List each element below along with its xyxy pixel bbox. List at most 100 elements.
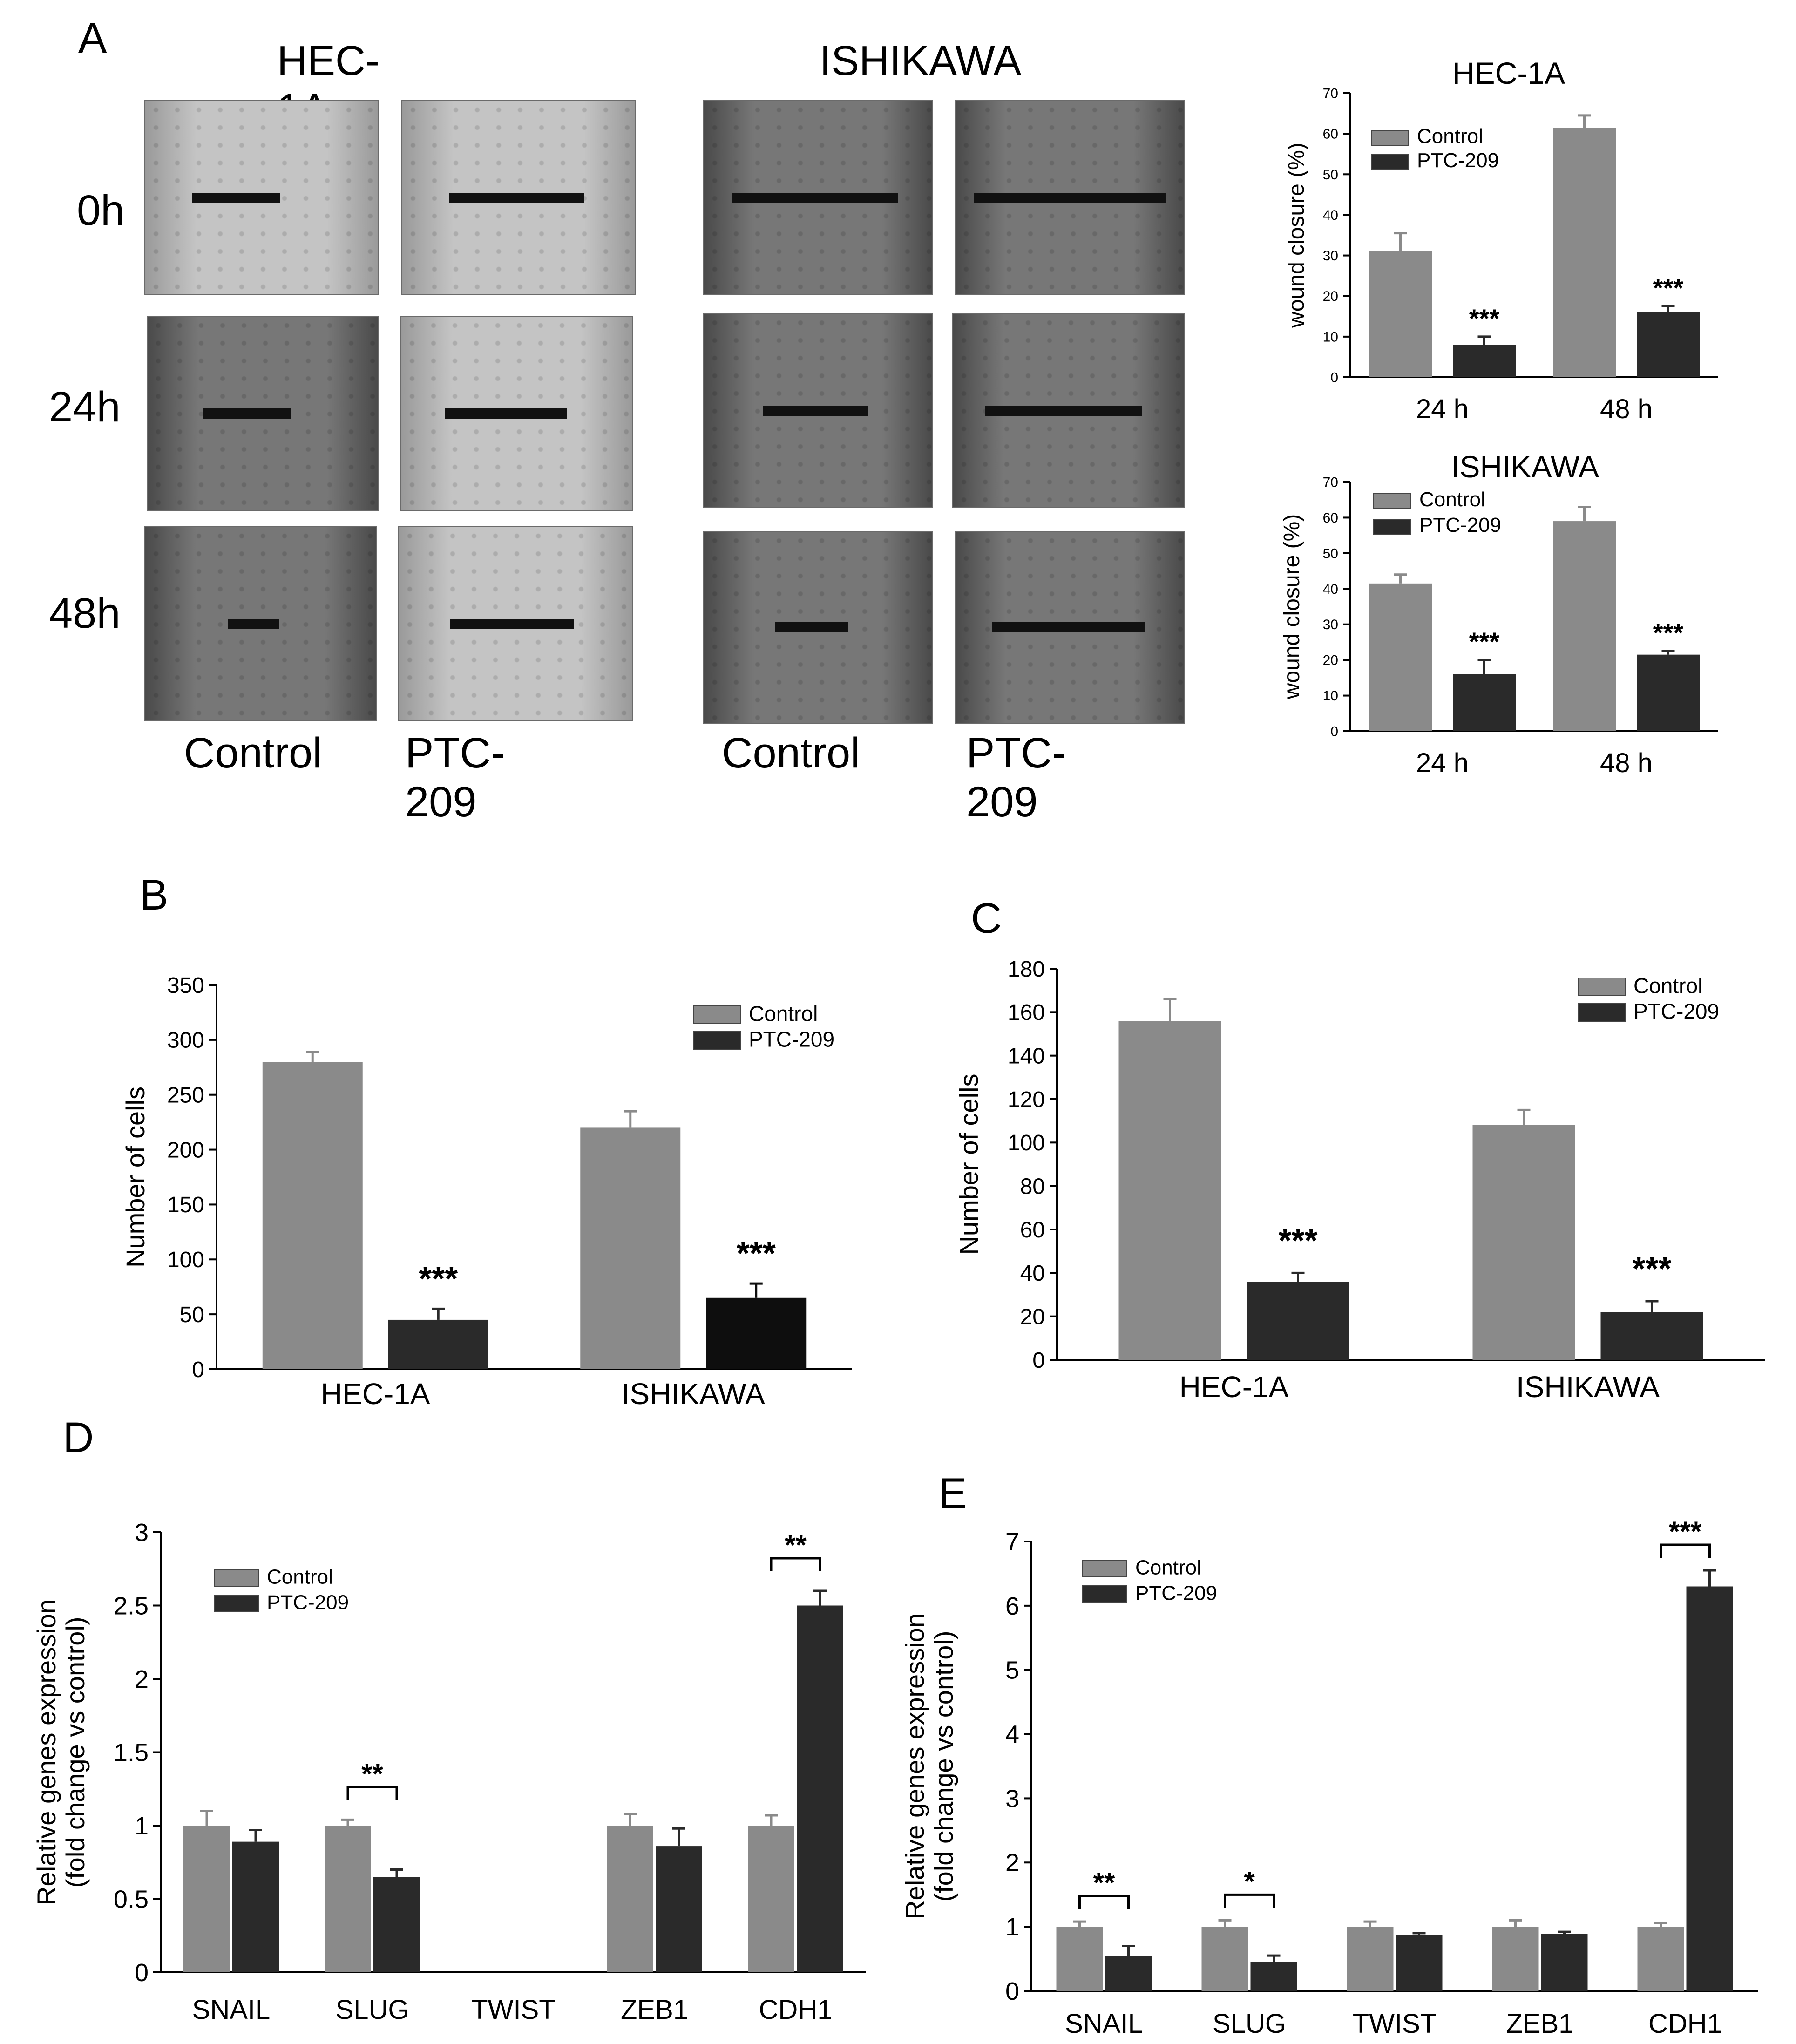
wound-gap-line bbox=[974, 192, 1166, 203]
legend-swatch-control bbox=[1082, 1560, 1127, 1577]
y-tick-label: 3 bbox=[1005, 1785, 1019, 1813]
wound-gap-line bbox=[992, 622, 1145, 632]
significance-label: ** bbox=[785, 1529, 807, 1561]
y-tick-label: 2.5 bbox=[114, 1592, 149, 1620]
legend-label-control: Control bbox=[267, 1566, 333, 1589]
significance-bracket bbox=[770, 1557, 821, 1571]
bar-control-zeb1 bbox=[607, 1826, 653, 1972]
legend-swatch-ptc-209 bbox=[1373, 519, 1411, 535]
bar-control-snail bbox=[1056, 1927, 1103, 1991]
legend-swatch-control bbox=[214, 1569, 259, 1587]
y-tick-label: 6 bbox=[1005, 1592, 1019, 1620]
y-tick-label: 150 bbox=[167, 1193, 204, 1217]
wound-gap-line bbox=[192, 192, 280, 203]
legend-label-ptc-209: PTC-209 bbox=[267, 1591, 349, 1614]
x-category-label: ZEB1 bbox=[621, 1995, 688, 2025]
x-category-label: TWIST bbox=[471, 1995, 555, 2025]
y-tick-label: 350 bbox=[167, 973, 204, 998]
micrograph-label-hec1a-control: Control bbox=[184, 729, 322, 777]
y-tick-label: 50 bbox=[180, 1303, 204, 1327]
bar-control-48h bbox=[1553, 128, 1616, 377]
wound-gap-line bbox=[985, 405, 1142, 416]
significance-label: *** bbox=[1469, 627, 1500, 656]
bar-control-cdh1 bbox=[1637, 1927, 1684, 1991]
chart-e-gene-expression: 0 1 2 3 4 5 6 7 Relative genes expression(fold c… bbox=[901, 1516, 1758, 2039]
bar-ptc-209-ishikawa bbox=[706, 1297, 807, 1369]
y-tick-label: 70 bbox=[1323, 86, 1338, 102]
legend-label-control: Control bbox=[1417, 125, 1483, 148]
micrograph-hec1a-control-48h bbox=[144, 526, 377, 721]
bar-ptc-209-48h bbox=[1637, 312, 1700, 377]
timepoint-label-0h: 0h bbox=[77, 187, 125, 234]
wound-gap-line bbox=[445, 408, 568, 419]
legend-label-control: Control bbox=[1419, 488, 1485, 511]
micrograph-title-ishikawa: ISHIKAWA bbox=[820, 38, 1022, 84]
bar-control-twist bbox=[1347, 1927, 1394, 1991]
bar-ptc-209-hec-1a bbox=[1247, 1282, 1349, 1360]
micrograph-ishikawa-ptc209-48h bbox=[955, 531, 1185, 724]
x-category-label: 48 h bbox=[1600, 394, 1653, 424]
micrograph-label-ishikawa-control: Control bbox=[722, 729, 860, 777]
x-category-label: ISHIKAWA bbox=[1516, 1370, 1660, 1404]
y-tick-label: 7 bbox=[1005, 1528, 1019, 1556]
y-axis-label: Relative genes expression bbox=[901, 1613, 929, 1919]
y-tick-label: 0 bbox=[135, 1959, 149, 1987]
y-tick-label: 1 bbox=[1005, 1913, 1019, 1941]
micrograph-ishikawa-control-24h bbox=[703, 313, 933, 508]
wound-gap-line bbox=[450, 618, 574, 629]
legend-label-ptc-209: PTC-209 bbox=[749, 1027, 834, 1051]
y-axis-label: Relative genes expression bbox=[32, 1599, 61, 1905]
y-tick-label: 0 bbox=[1330, 370, 1338, 386]
bar-ptc-209-slug bbox=[1250, 1962, 1297, 1991]
y-tick-label: 2 bbox=[135, 1665, 149, 1693]
micrograph-hec1a-control-0h bbox=[144, 100, 379, 295]
y-tick-label: 0 bbox=[1005, 1977, 1019, 2005]
x-category-label: SLUG bbox=[1213, 2009, 1286, 2039]
significance-label: *** bbox=[1653, 273, 1684, 303]
bar-ptc-209-cdh1 bbox=[1686, 1586, 1733, 1991]
micrograph-ishikawa-ptc209-24h bbox=[952, 313, 1185, 508]
legend-label-control: Control bbox=[749, 1001, 818, 1025]
y-tick-label: 20 bbox=[1020, 1304, 1045, 1329]
bar-control-ishikawa bbox=[1472, 1125, 1575, 1360]
legend-swatch-ptc-209 bbox=[693, 1031, 741, 1050]
y-tick-label: 30 bbox=[1323, 617, 1338, 632]
legend-swatch-control bbox=[1373, 493, 1411, 509]
y-tick-label: 80 bbox=[1020, 1174, 1045, 1199]
chart-d-gene-expression: 0 0.5 1 1.5 2 2.5 3 Relative genes expression(f… bbox=[32, 1519, 866, 2025]
panel-label-a: A bbox=[78, 14, 107, 62]
y-axis-label: Number of cells bbox=[121, 1087, 150, 1268]
y-tick-label: 10 bbox=[1323, 329, 1338, 345]
bar-ptc-209-zeb1 bbox=[656, 1846, 702, 1972]
legend-label-control: Control bbox=[1633, 973, 1702, 998]
legend-swatch-control bbox=[693, 1005, 741, 1024]
bar-ptc-209-24h bbox=[1453, 345, 1516, 377]
bar-control-snail bbox=[183, 1826, 230, 1972]
bar-ptc-209-slug bbox=[373, 1877, 420, 1972]
legend-label-ptc-209: PTC-209 bbox=[1417, 149, 1499, 172]
bar-ptc-209-twist bbox=[1396, 1935, 1443, 1991]
y-tick-label: 100 bbox=[167, 1248, 204, 1272]
y-tick-label: 50 bbox=[1323, 167, 1338, 183]
y-tick-label: 1.5 bbox=[114, 1738, 149, 1766]
x-category-label: CDH1 bbox=[1648, 2009, 1722, 2039]
micrograph-ishikawa-control-0h bbox=[703, 100, 933, 295]
panel-label-e: E bbox=[938, 1470, 967, 1517]
significance-label: ** bbox=[361, 1758, 383, 1789]
legend-label-control: Control bbox=[1135, 1556, 1201, 1579]
bar-ptc-209-cdh1 bbox=[797, 1605, 843, 1972]
wound-gap-line bbox=[228, 618, 279, 629]
y-tick-label: 0 bbox=[1330, 724, 1338, 740]
y-tick-label: 120 bbox=[1008, 1087, 1045, 1112]
bar-ptc-209-zeb1 bbox=[1541, 1934, 1588, 1991]
y-axis-label: wound closure (%) bbox=[1284, 143, 1309, 328]
x-category-label: TWIST bbox=[1353, 2009, 1437, 2039]
y-tick-label: 250 bbox=[167, 1083, 204, 1108]
chart-title: ISHIKAWA bbox=[1451, 449, 1599, 484]
significance-bracket bbox=[1660, 1543, 1711, 1558]
panel-label-c: C bbox=[971, 895, 1002, 942]
legend-swatch-ptc-209 bbox=[1371, 154, 1409, 170]
micrograph-label-hec1a-ptc209: PTC-209 bbox=[405, 729, 505, 826]
bar-control-hec-1a bbox=[1118, 1021, 1221, 1360]
significance-label: ** bbox=[1093, 1867, 1115, 1898]
